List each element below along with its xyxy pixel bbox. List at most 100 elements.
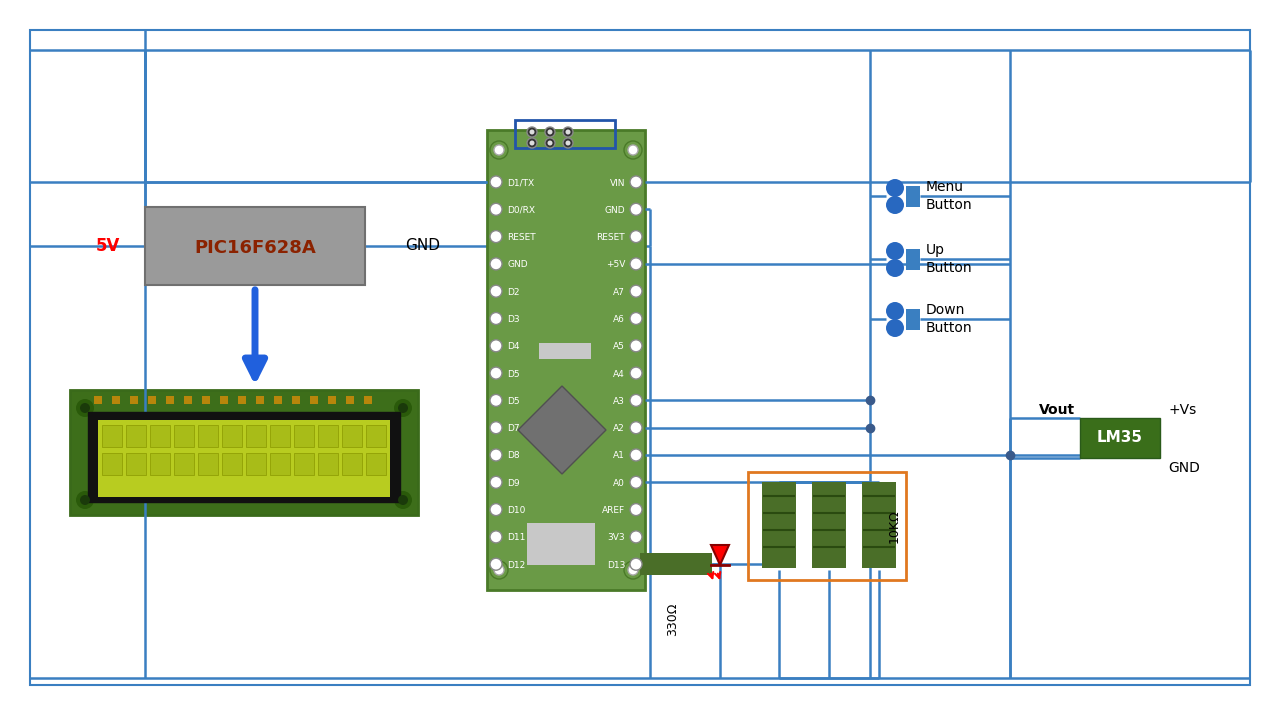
Bar	[906, 249, 920, 270]
Bar	[861, 482, 896, 568]
Text: D8: D8	[507, 451, 520, 461]
Circle shape	[494, 565, 504, 575]
Circle shape	[630, 312, 643, 325]
Text: GND: GND	[1169, 461, 1199, 475]
Circle shape	[548, 130, 553, 135]
Bar	[99, 420, 390, 497]
Text: VIN: VIN	[609, 179, 625, 187]
Bar	[812, 482, 846, 568]
Text: D12: D12	[507, 561, 525, 570]
Text: A4: A4	[613, 369, 625, 379]
Bar	[748, 472, 906, 580]
Circle shape	[490, 285, 502, 297]
Text: +Vs: +Vs	[1169, 403, 1197, 417]
Bar	[93, 396, 102, 404]
Circle shape	[630, 395, 643, 406]
Text: Vout: Vout	[1039, 403, 1075, 417]
Circle shape	[630, 503, 643, 516]
Circle shape	[630, 477, 643, 488]
Bar	[202, 396, 210, 404]
Bar	[148, 396, 156, 404]
Text: GND: GND	[404, 238, 440, 253]
Text: +5V: +5V	[605, 261, 625, 269]
Bar	[150, 425, 170, 447]
Circle shape	[398, 495, 408, 505]
Text: A7: A7	[613, 288, 625, 297]
Bar	[317, 453, 338, 475]
Circle shape	[886, 242, 904, 260]
Circle shape	[490, 395, 502, 406]
Circle shape	[490, 503, 502, 516]
Circle shape	[490, 367, 502, 379]
Circle shape	[886, 259, 904, 277]
Bar	[221, 425, 242, 447]
Circle shape	[886, 179, 904, 197]
Circle shape	[490, 141, 508, 159]
Text: D11: D11	[507, 534, 525, 542]
Circle shape	[490, 531, 502, 543]
Bar	[198, 425, 218, 447]
Text: D5: D5	[507, 369, 520, 379]
Circle shape	[630, 230, 643, 243]
Text: Up
Button: Up Button	[925, 243, 973, 274]
Text: D7: D7	[507, 424, 520, 433]
Bar	[270, 425, 291, 447]
Circle shape	[490, 449, 502, 461]
Circle shape	[490, 312, 502, 325]
Circle shape	[628, 145, 637, 155]
Bar	[274, 396, 282, 404]
Text: RESET: RESET	[596, 233, 625, 242]
Circle shape	[394, 399, 412, 417]
Circle shape	[545, 127, 556, 137]
Circle shape	[490, 422, 502, 433]
Text: AREF: AREF	[602, 506, 625, 515]
Bar	[238, 396, 246, 404]
Bar	[342, 425, 362, 447]
Bar	[515, 120, 614, 148]
Circle shape	[494, 145, 504, 155]
Bar	[198, 453, 218, 475]
Text: Menu
Button: Menu Button	[925, 180, 973, 212]
Circle shape	[398, 403, 408, 413]
Circle shape	[490, 340, 502, 352]
Text: Down
Button: Down Button	[925, 303, 973, 335]
Text: LM35: LM35	[1097, 431, 1143, 446]
Text: RESET: RESET	[507, 233, 535, 242]
Bar	[166, 396, 174, 404]
Text: D10: D10	[507, 506, 525, 515]
Circle shape	[625, 561, 643, 579]
Circle shape	[490, 258, 502, 270]
Polygon shape	[710, 545, 730, 565]
Text: A1: A1	[613, 451, 625, 461]
Circle shape	[490, 558, 502, 570]
Bar	[366, 425, 387, 447]
Text: 10KΩ: 10KΩ	[887, 509, 901, 543]
Text: GND: GND	[604, 206, 625, 215]
Text: 330Ω: 330Ω	[667, 603, 680, 636]
Circle shape	[886, 319, 904, 337]
Bar	[294, 453, 314, 475]
Circle shape	[630, 203, 643, 215]
Bar	[486, 130, 645, 590]
Circle shape	[548, 140, 553, 145]
Bar	[246, 453, 266, 475]
Bar	[221, 453, 242, 475]
Circle shape	[76, 491, 93, 509]
Circle shape	[490, 230, 502, 243]
Bar	[346, 396, 355, 404]
Bar	[256, 396, 264, 404]
Text: D2: D2	[507, 288, 520, 297]
Circle shape	[630, 449, 643, 461]
Circle shape	[490, 176, 502, 188]
Text: 5V: 5V	[96, 237, 120, 255]
Bar	[102, 453, 122, 475]
Circle shape	[79, 403, 90, 413]
Bar	[174, 425, 195, 447]
Circle shape	[630, 367, 643, 379]
Circle shape	[563, 127, 573, 137]
Bar	[762, 482, 796, 568]
Bar	[292, 396, 300, 404]
Bar	[184, 396, 192, 404]
Bar	[125, 453, 146, 475]
Bar	[366, 453, 387, 475]
